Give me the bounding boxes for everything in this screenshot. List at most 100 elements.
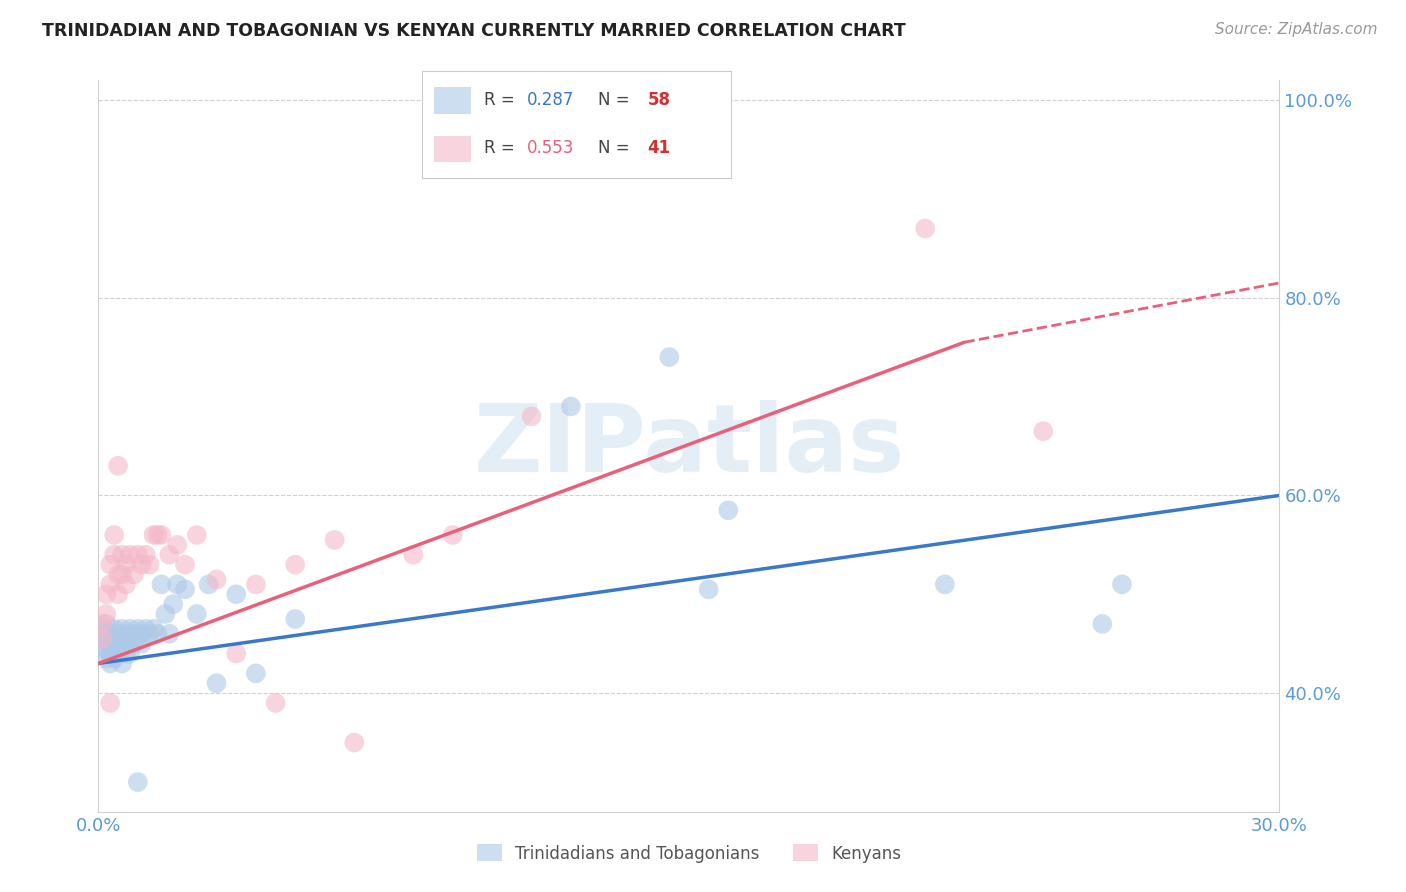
Point [111,641,134,656]
Legend: Trinidadians and Tobagonians, Kenyans: Trinidadians and Tobagonians, Kenyans [470,838,908,869]
Point [107,647,129,661]
Point [131,558,153,572]
Point [118,622,141,636]
Point [111,632,134,646]
Point [150,528,173,542]
Point [103,641,125,656]
Point [560,400,582,414]
Point [186,528,208,542]
Point [1032,424,1054,438]
Point [934,577,956,591]
Point [343,735,366,749]
Point [111,548,134,562]
Point [197,577,219,591]
Point [284,558,307,572]
Point [115,627,138,641]
Point [1111,577,1133,591]
Point [98,696,121,710]
Point [520,409,543,424]
Point [103,622,125,636]
Text: 58: 58 [648,91,671,109]
Point [111,622,134,636]
Text: ZIPatlas: ZIPatlas [474,400,904,492]
Point [103,651,125,665]
Point [96,627,118,641]
Point [115,637,138,651]
Point [264,696,287,710]
Point [155,607,177,621]
Point [118,548,141,562]
Point [107,567,129,582]
Text: 0.553: 0.553 [527,139,574,157]
Point [245,577,267,591]
Point [131,637,153,651]
Point [91,632,114,646]
Point [717,503,740,517]
Point [142,528,165,542]
Point [118,637,141,651]
Point [127,775,149,789]
Text: R =: R = [484,139,520,157]
Point [115,558,138,572]
FancyBboxPatch shape [434,87,471,114]
Point [98,558,121,572]
Point [162,597,184,611]
Point [245,666,267,681]
Point [146,528,169,542]
Point [115,577,138,591]
Point [98,577,121,591]
FancyBboxPatch shape [434,136,471,162]
Point [98,657,121,671]
Point [323,533,346,547]
Point [205,676,228,690]
Text: 41: 41 [648,139,671,157]
Point [111,657,134,671]
Point [103,528,125,542]
Point [402,548,425,562]
Point [127,548,149,562]
Point [225,647,247,661]
Point [107,637,129,651]
Point [157,627,180,641]
Point [122,567,145,582]
Point [96,587,118,601]
Point [150,577,173,591]
Point [103,548,125,562]
Point [135,548,157,562]
Point [91,632,114,646]
Point [127,632,149,646]
Point [658,350,681,364]
Point [98,647,121,661]
Point [186,607,208,621]
Point [441,528,464,542]
Point [98,637,121,651]
Text: N =: N = [598,91,636,109]
Point [157,548,180,562]
Point [127,622,149,636]
Text: TRINIDADIAN AND TOBAGONIAN VS KENYAN CURRENTLY MARRIED CORRELATION CHART: TRINIDADIAN AND TOBAGONIAN VS KENYAN CUR… [42,22,905,40]
Point [135,622,157,636]
Point [111,567,134,582]
Text: 0.287: 0.287 [527,91,574,109]
Point [107,458,129,473]
Point [914,221,936,235]
Point [96,651,118,665]
Point [122,627,145,641]
Point [107,627,129,641]
Point [174,558,197,572]
Point [142,622,165,636]
Text: R =: R = [484,91,520,109]
Point [98,627,121,641]
Point [91,641,114,656]
Point [96,616,118,631]
Point [96,607,118,621]
Point [166,577,188,591]
Point [697,582,720,597]
Point [96,641,118,656]
Point [1091,616,1114,631]
Point [146,627,169,641]
Point [91,616,114,631]
Point [103,632,125,646]
Text: N =: N = [598,139,636,157]
Point [205,573,228,587]
